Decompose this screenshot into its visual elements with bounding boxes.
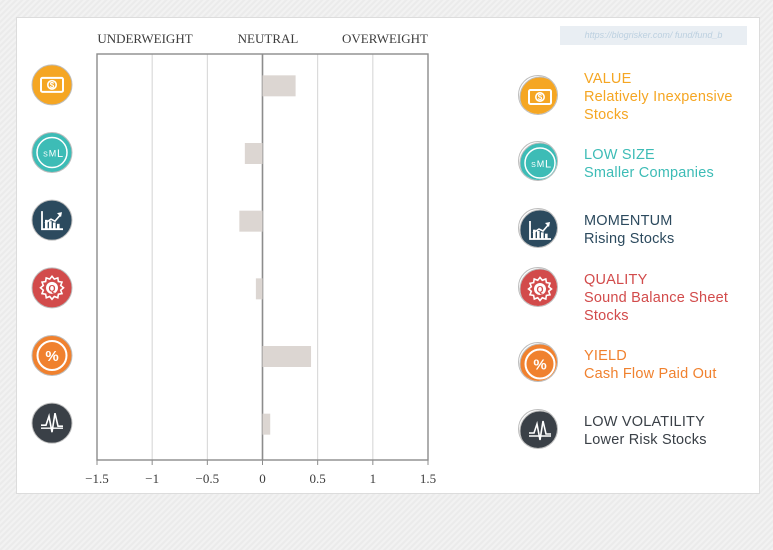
svg-text:$: $ — [50, 81, 55, 90]
legend-description: Lower Risk Stocks — [584, 432, 707, 448]
x-tick-label: 1 — [370, 471, 377, 486]
rising-chart-icon — [31, 199, 73, 241]
axis-frame — [96, 53, 429, 465]
svg-text:L: L — [57, 148, 63, 160]
legend-title: LOW VOLATILITY — [584, 414, 705, 430]
chart-card — [16, 17, 760, 494]
legend-description: Rising Stocks — [584, 231, 675, 247]
svg-text:Q: Q — [48, 283, 55, 293]
header-overweight: OVERWEIGHT — [342, 31, 428, 46]
x-tick-label: 0.5 — [310, 471, 326, 486]
x-tick-label: −0.5 — [196, 471, 220, 486]
bar-momentum — [239, 210, 263, 232]
legend-description: Smaller Companies — [584, 165, 714, 181]
legend-title: YIELD — [584, 348, 627, 364]
dollar-bill-icon: $ — [31, 64, 73, 106]
svg-text:S: S — [43, 152, 48, 159]
percent-icon: % — [31, 335, 73, 376]
svg-text:M: M — [537, 159, 545, 169]
bar-low-size — [244, 143, 263, 164]
legend-description: Cash Flow Paid Out — [584, 366, 717, 382]
bar-low-volatility — [262, 413, 271, 435]
quality-seal-icon: Q — [31, 267, 73, 309]
svg-text:%: % — [533, 357, 546, 374]
header-underweight: UNDERWEIGHT — [97, 31, 192, 46]
header-neutral: NEUTRAL — [238, 31, 299, 46]
legend-title: QUALITY — [584, 272, 648, 288]
dollar-bill-icon: $ — [518, 75, 558, 115]
svg-text:S: S — [531, 162, 536, 169]
legend-description: Stocks — [584, 107, 629, 123]
grid-lines — [96, 54, 429, 460]
x-tick-labels: −1.5 −1 −0.5 0 0.5 1 1.5 — [85, 471, 436, 486]
volatility-icon — [31, 402, 73, 444]
x-tick-label: 1.5 — [420, 471, 436, 486]
bar-quality — [255, 278, 263, 300]
percent-icon: % — [518, 342, 558, 382]
legend-description: Relatively Inexpensive — [584, 89, 733, 105]
svg-text:Q: Q — [536, 285, 543, 295]
bar-value — [262, 75, 296, 97]
legend-title: VALUE — [584, 71, 632, 87]
legend-title: MOMENTUM — [584, 213, 673, 229]
x-tick-label: −1 — [145, 471, 159, 486]
svg-text:%: % — [45, 348, 58, 365]
quality-seal-icon: Q — [518, 267, 558, 307]
legend-title: LOW SIZE — [584, 147, 655, 163]
volatility-icon — [518, 409, 558, 449]
svg-text:$: $ — [538, 93, 543, 102]
svg-text:L: L — [545, 159, 551, 171]
x-tick-label: −1.5 — [85, 471, 109, 486]
bars — [239, 75, 312, 435]
row-icons: $ S M L Q% — [31, 64, 73, 444]
legend-description: Sound Balance Sheet — [584, 290, 729, 306]
rising-chart-icon — [518, 208, 558, 248]
x-tick-label: 0 — [259, 471, 266, 486]
legend-description: Stocks — [584, 308, 629, 324]
source-url-watermark: https://blogrisker.com/ fund/fund_b — [560, 26, 747, 45]
svg-text:M: M — [49, 149, 57, 159]
bar-yield — [262, 346, 312, 367]
